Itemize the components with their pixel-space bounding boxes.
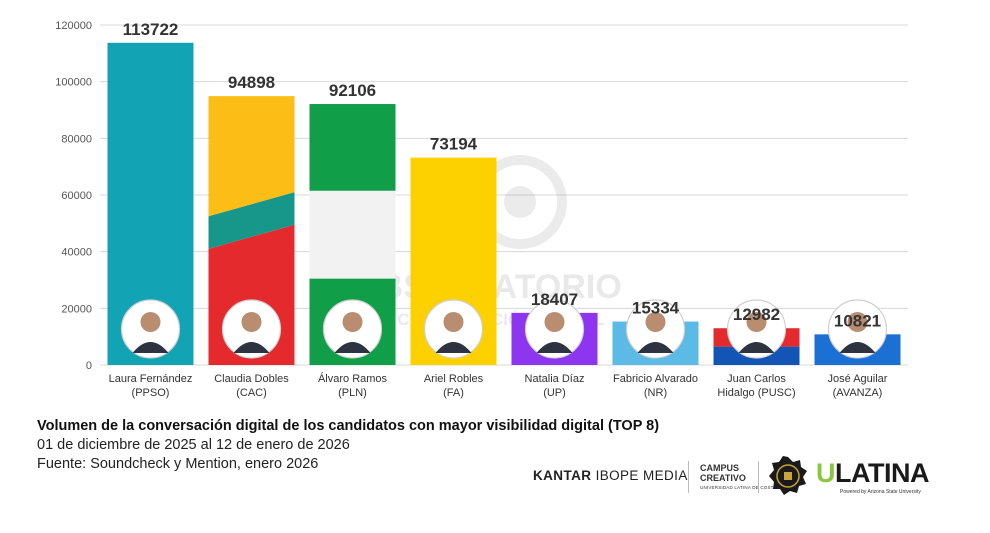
campus-line2: CREATIVO [700,473,746,483]
caption-title: Volumen de la conversación digital de lo… [37,418,660,434]
value-label: 92106 [329,81,376,100]
avatar-face-icon [140,312,161,332]
category-party-label: (AVANZA) [833,387,883,399]
value-label: 94898 [228,73,275,92]
avatar-body-icon [334,342,371,353]
category-label: Claudia Dobles [214,373,289,385]
avatar-body-icon [132,342,169,353]
ulatina-rest: LATINA [835,458,929,488]
caption-source: Fuente: Soundcheck y Mention, enero 2026 [37,456,319,472]
category-party-label: (NR) [644,387,667,399]
campus-line1: CAMPUS [700,463,740,473]
logo-divider [758,461,759,493]
y-tick-label: 40000 [61,247,92,259]
y-tick-label: 80000 [61,133,92,145]
ulatina-logo: ULATINA [816,458,929,489]
avatar-face-icon [342,312,363,332]
campus-creativo-logo: CAMPUS CREATIVO UNIVERSIDAD LATINA DE CO… [700,463,789,493]
category-label: Laura Fernández [109,373,193,385]
category-label: Fabricio Alvarado [613,373,698,385]
caption-period: 01 de diciembre de 2025 al 12 de enero d… [37,437,350,453]
category-label: José Aguilar [828,373,888,385]
category-party-label: (UP) [543,387,566,399]
category-label: Natalia Díaz [525,373,585,385]
bar [309,104,396,191]
avatar-body-icon [233,342,270,353]
category-label: Álvaro Ramos [318,372,388,385]
bars: 113722 Laura Fernández (PPSO) 94898 Claudia … [107,20,901,399]
value-label: 10821 [834,311,881,330]
bar [208,96,295,217]
value-label: 73194 [430,135,478,154]
logo-divider [688,461,689,493]
value-label: 18407 [531,290,578,309]
ulatina-seal-icon [769,456,807,495]
chart-caption: Volumen de la conversación digital de lo… [37,418,737,472]
value-label: 12982 [733,305,780,324]
bar-group: 94898 Claudia Dobles (CAC) [208,73,295,399]
bar [309,190,396,279]
watermark-pupil-icon [504,186,536,218]
value-label: 15334 [632,299,680,318]
bar-group: 18407 Natalia Díaz (UP) [511,290,598,399]
avatar-face-icon [746,312,767,332]
y-tick-label: 60000 [61,190,92,202]
avatar-body-icon [839,342,876,353]
category-party-label: Hidalgo (PUSC) [717,387,795,399]
category-party-label: (CAC) [236,387,267,399]
avatar-face-icon [847,312,868,332]
avatar-face-icon [443,312,464,332]
kantar-rest-text: IBOPE MEDIA [595,468,688,483]
category-party-label: (FA) [443,387,464,399]
sponsor-logos: KANTAR IBOPE MEDIA CAMPUS CREATIVO UNIVE… [530,452,970,502]
avatar-body-icon [637,342,674,353]
avatar-face-icon [544,312,565,332]
category-label: Ariel Robles [424,373,484,385]
y-tick-label: 120000 [55,20,92,32]
campus-sub: UNIVERSIDAD LATINA DE COSTA RICA [700,485,790,490]
avatar-face-icon [241,312,262,332]
category-party-label: (PLN) [338,387,367,399]
avatar-body-icon [435,342,472,353]
y-tick-label: 0 [86,360,92,372]
y-tick-label: 100000 [55,77,92,89]
bar-group: 12982 Juan Carlos Hidalgo (PUSC) [713,299,800,399]
category-party-label: (PPSO) [132,387,170,399]
bar-group: 92106 Álvaro Ramos (PLN) [309,81,396,399]
avatar-face-icon [645,312,666,332]
avatar-body-icon [738,342,775,353]
y-tick-label: 20000 [61,303,92,315]
avatar-body-icon [536,342,573,353]
ulatina-u: U [816,458,836,488]
category-label: Juan Carlos [727,373,786,385]
ulatina-subtitle: Powered by Arizona State University [840,489,921,495]
bar [208,192,295,249]
bar-group: 10821 José Aguilar (AVANZA) [814,299,901,399]
kantar-bold-text: KANTAR [533,468,592,483]
value-label: 113722 [123,20,179,39]
bar-group: 113722 Laura Fernández (PPSO) [107,20,194,399]
kantar-ibope-logo: KANTAR IBOPE MEDIA [533,468,688,483]
bar-group: 15334 Fabricio Alvarado (NR) [612,299,699,399]
bar-group: 73194 Ariel Robles (FA) [410,135,497,399]
